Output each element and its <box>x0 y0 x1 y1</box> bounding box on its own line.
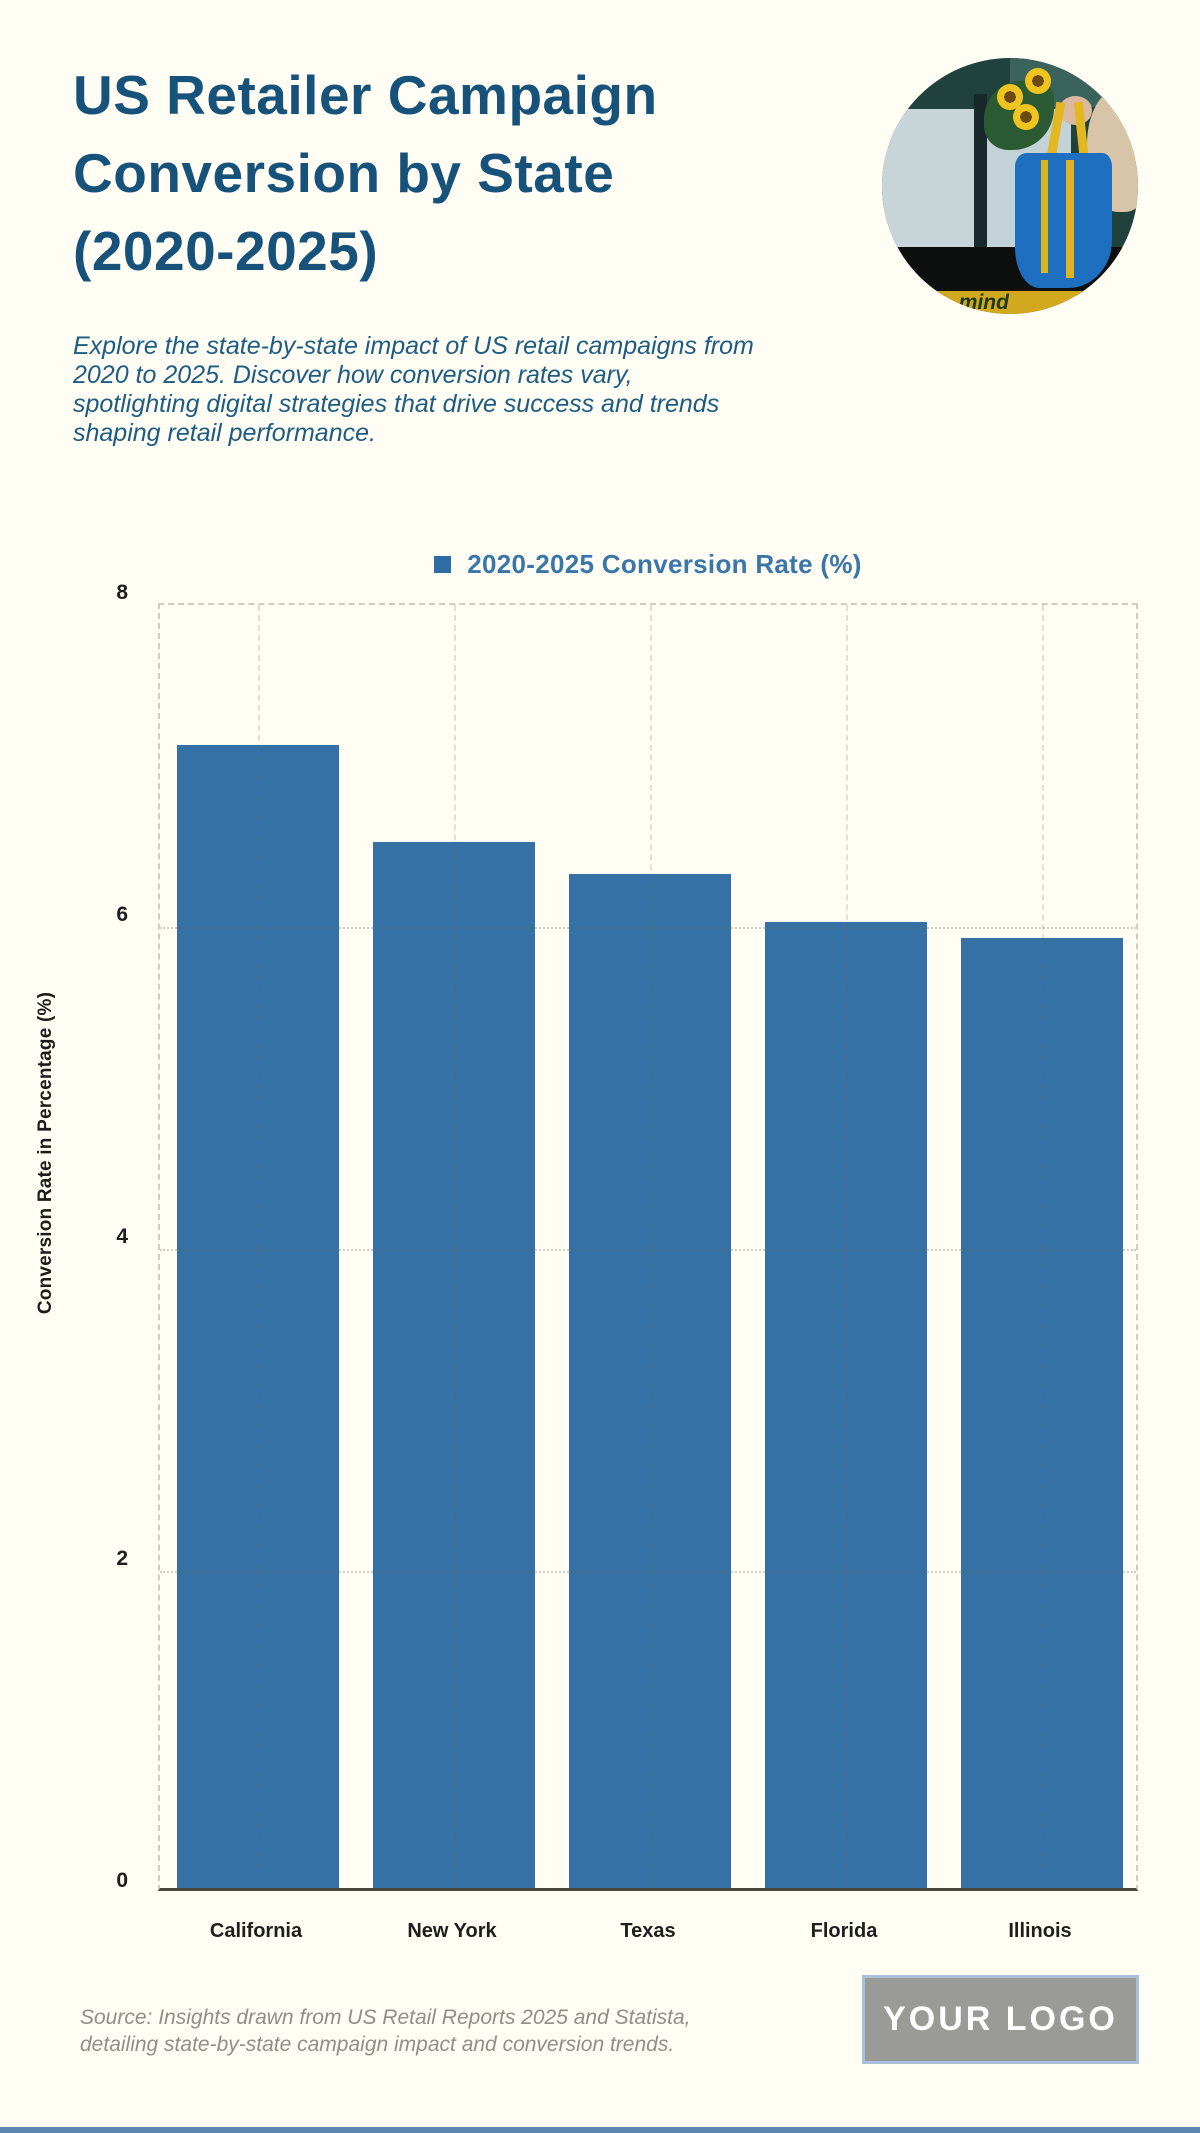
title-line-1: US Retailer Campaign <box>73 64 658 126</box>
subtitle-line-2: 2020 to 2025. Discover how conversion ra… <box>73 361 633 389</box>
x-tick-california: California <box>209 1920 303 1942</box>
source-line-1: Source: Insights drawn from US Retail Re… <box>80 2006 691 2029</box>
gridline-x-florida <box>846 605 848 1888</box>
photo-glass-door-left <box>882 109 975 253</box>
sunflower-icon <box>1025 68 1052 95</box>
gridline-x-new-york <box>454 605 456 1888</box>
subtitle-line-4: shaping retail performance. <box>73 419 376 447</box>
plot-area <box>158 603 1138 1891</box>
logo-placeholder: YOUR LOGO <box>862 1975 1139 2064</box>
subtitle-line-3: spotlighting digital strategies that dri… <box>73 390 720 418</box>
bottom-edge-strip <box>0 2127 1200 2133</box>
photo-blue-shopping-bag <box>1015 152 1113 289</box>
y-tick-6: 6 <box>116 903 128 926</box>
x-tick-new-york: New York <box>407 1920 497 1942</box>
legend-label: 2020-2025 Conversion Rate (%) <box>467 548 862 579</box>
y-tick-8: 8 <box>116 581 128 604</box>
gridline-x-california <box>258 605 260 1888</box>
gridline-x-texas <box>650 605 652 1888</box>
y-tick-0: 0 <box>116 1869 128 1892</box>
chart-legend: 2020-2025 Conversion Rate (%) <box>158 548 1138 580</box>
bar-illinois <box>961 938 1123 1888</box>
y-axis-title: Conversion Rate in Percentage (%) <box>35 991 56 1315</box>
photo-door-frame <box>974 93 987 253</box>
photo-bag-strap <box>1040 160 1049 274</box>
source-line-2: detailing state-by-state campaign impact… <box>80 2033 675 2056</box>
x-tick-florida: Florida <box>810 1920 878 1942</box>
y-tick-2: 2 <box>116 1547 128 1570</box>
bar-florida <box>765 922 927 1888</box>
x-axis-labels: California New York Texas Florida Illinois <box>158 1918 1138 1944</box>
bar-new-york <box>373 841 535 1888</box>
page-subtitle: Explore the state-by-state impact of US … <box>73 332 893 448</box>
sunflower-icon <box>1012 104 1039 131</box>
page-title: US Retailer Campaign Conversion by State… <box>73 56 873 290</box>
legend-marker-icon <box>434 555 452 573</box>
title-line-3: (2020-2025) <box>73 220 379 282</box>
x-tick-texas: Texas <box>620 1920 676 1942</box>
photo-bag-strap <box>1066 160 1074 279</box>
subtitle-line-1: Explore the state-by-state impact of US … <box>73 332 754 360</box>
gridline-x-illinois <box>1042 605 1044 1888</box>
header-photo: mind <box>882 58 1138 314</box>
x-tick-illinois: Illinois <box>1008 1920 1072 1942</box>
y-tick-4: 4 <box>116 1225 128 1248</box>
bar-texas <box>569 873 731 1888</box>
gridline-y-4 <box>160 1249 1136 1251</box>
title-line-2: Conversion by State <box>73 142 615 204</box>
gridline-y-2 <box>160 1571 1136 1573</box>
logo-text: YOUR LOGO <box>883 2000 1118 2038</box>
source-note: Source: Insights drawn from US Retail Re… <box>80 2004 840 2058</box>
gridline-y-6 <box>160 927 1136 929</box>
bar-california <box>177 744 339 1888</box>
y-axis-ticks: 0 2 4 6 8 <box>88 582 128 1892</box>
photo-sign-text: mind <box>882 290 1138 314</box>
